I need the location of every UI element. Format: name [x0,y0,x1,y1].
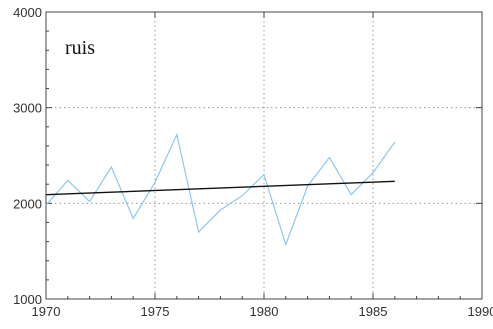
x-tick-label: 1975 [141,304,170,319]
y-tick-label: 2000 [13,196,42,211]
x-tick-label: 1990 [468,304,493,319]
x-tick-label: 1970 [32,304,61,319]
y-tick-label: 1000 [13,292,42,307]
grid [46,12,482,299]
trend-line [45,180,395,196]
panel-label: ruis [65,37,95,59]
x-tick-label: 1985 [359,304,388,319]
x-tick-label: 1980 [250,304,279,319]
axis-ticks: 1970 1975 1980 1985 1990 1000 2000 3000 4000 [13,5,493,319]
y-tick-label: 4000 [13,5,42,20]
observed-series-line [45,132,396,247]
y-tick-label: 3000 [13,101,42,116]
series-layer [45,132,396,247]
